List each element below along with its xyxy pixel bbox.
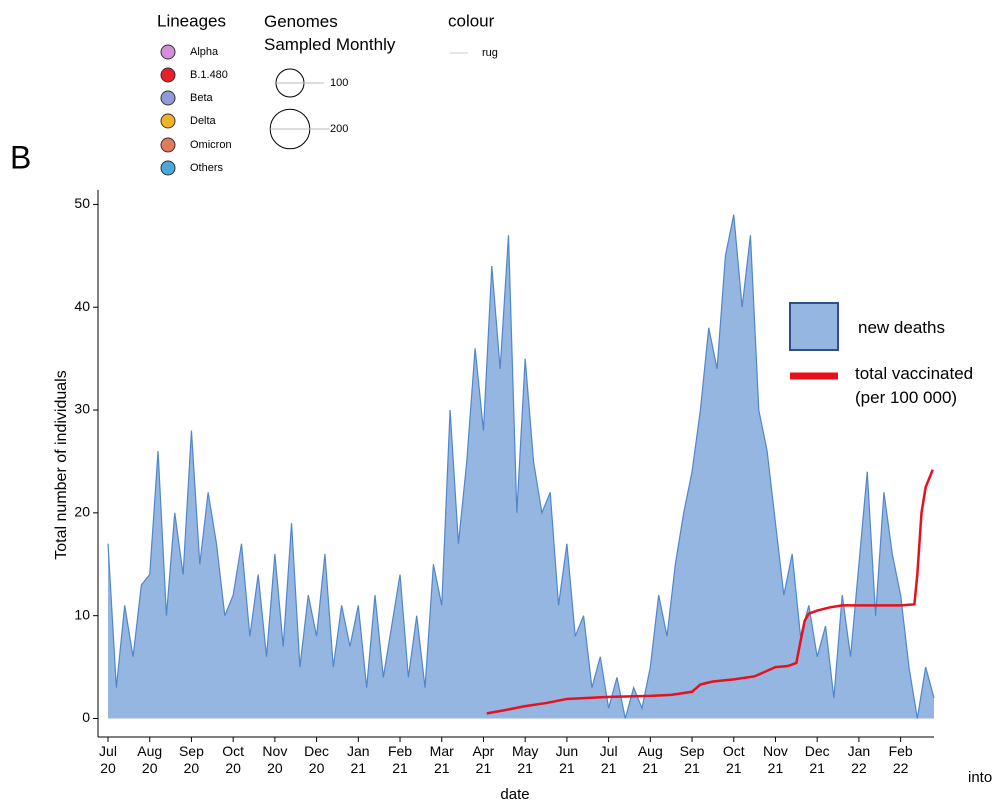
y-tick-label: 20 bbox=[74, 504, 90, 520]
x-tick-label: Dec 21 bbox=[804, 743, 830, 776]
line bbox=[486, 469, 934, 715]
x-tick-label: Jan 21 bbox=[347, 743, 370, 776]
legend-label: rug bbox=[482, 47, 498, 59]
legend-label: Delta bbox=[190, 115, 217, 127]
x-tick-label: Oct 20 bbox=[222, 743, 245, 776]
legend-title: Lineages bbox=[157, 11, 226, 30]
x-axis-title: date bbox=[500, 786, 529, 803]
x-tick-label: Dec 20 bbox=[304, 743, 330, 776]
legend-swatch bbox=[160, 160, 176, 176]
legend-swatch bbox=[160, 44, 176, 60]
legend-swatch bbox=[160, 90, 176, 106]
y-tick-label: 30 bbox=[74, 401, 90, 417]
annotation: into bbox=[968, 769, 992, 786]
x-tick-label: Apr 21 bbox=[472, 743, 495, 776]
legend-swatch bbox=[160, 137, 176, 153]
x-tick-label: Jan 22 bbox=[847, 743, 871, 776]
legend-label: total vaccinated (per 100 000) bbox=[855, 364, 974, 407]
area-line bbox=[107, 214, 935, 719]
x-tick-label: Nov 20 bbox=[262, 743, 288, 776]
x-tick-label: Mar 21 bbox=[429, 743, 454, 776]
x-tick-label: Feb 21 bbox=[387, 743, 413, 776]
x-tick-label: Nov 21 bbox=[763, 743, 788, 776]
x-tick-label: Feb 22 bbox=[888, 743, 913, 776]
legend-label: 100 bbox=[330, 77, 348, 89]
x-tick-label: Aug 21 bbox=[637, 743, 663, 776]
legend-label: Alpha bbox=[190, 46, 219, 58]
x-tick-label: Sep 20 bbox=[178, 743, 204, 776]
legend-title: Genomes Sampled Monthly bbox=[264, 12, 396, 54]
y-axis-title: Total number of individuals bbox=[53, 370, 70, 559]
x-tick-label: Jul 21 bbox=[599, 743, 618, 776]
x-tick-label: Aug 20 bbox=[137, 743, 163, 776]
legend-swatch bbox=[160, 67, 176, 83]
x-tick-label: May 21 bbox=[511, 743, 539, 776]
legend-swatch bbox=[160, 113, 176, 129]
legend-label: B.1.480 bbox=[190, 69, 228, 81]
x-tick-label: Sep 21 bbox=[679, 743, 705, 776]
area bbox=[108, 214, 935, 719]
y-tick-label: 50 bbox=[74, 195, 90, 211]
x-tick-label: Jul 20 bbox=[99, 743, 117, 776]
legend-title: colour bbox=[448, 11, 495, 30]
panel-label: B bbox=[10, 139, 31, 175]
legend-label: Omicron bbox=[190, 139, 232, 151]
x-tick-label: Jun 21 bbox=[555, 743, 579, 776]
legend-label: Others bbox=[190, 162, 224, 174]
legend-label: 200 bbox=[330, 123, 348, 135]
legend-label: new deaths bbox=[858, 318, 945, 337]
y-tick-label: 0 bbox=[82, 709, 90, 725]
x-tick-label: Oct 21 bbox=[722, 743, 745, 776]
legend-label: Beta bbox=[190, 92, 214, 104]
y-tick-label: 40 bbox=[74, 298, 90, 314]
legend-swatch bbox=[789, 302, 839, 351]
y-tick-label: 10 bbox=[74, 606, 90, 622]
